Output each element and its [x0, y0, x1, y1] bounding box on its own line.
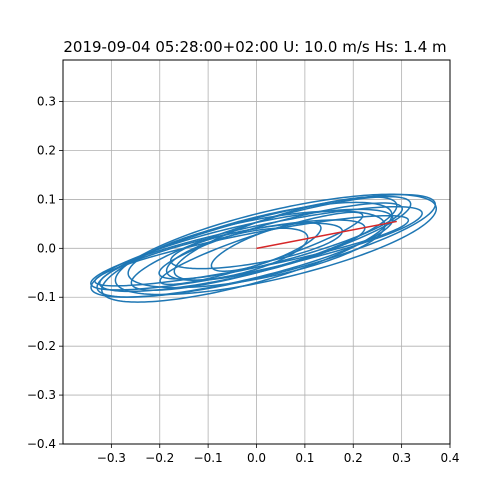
x-tick-label: −0.2	[145, 451, 174, 465]
y-tick-label: −0.1	[27, 290, 56, 304]
orbit-trace	[127, 210, 386, 289]
orbit-trace	[158, 202, 404, 280]
x-tick-label: 0.2	[344, 451, 363, 465]
x-tick-label: −0.3	[97, 451, 126, 465]
x-tick-label: −0.1	[194, 451, 223, 465]
x-tick-label: 0.4	[440, 451, 459, 465]
y-tick-label: −0.4	[27, 437, 56, 451]
axis-ticks: −0.3 −0.2 −0.1 0.0 0.1 0.2 0.3 0.4 −0.4 −0.3 −0.2 −…	[27, 95, 460, 465]
y-tick-label: 0.1	[37, 192, 56, 206]
orbit-trace	[173, 196, 398, 281]
x-tick-label: 0.3	[392, 451, 411, 465]
chart-title: 2019-09-04 05:28:00+02:00 U: 10.0 m/s Hs…	[63, 38, 446, 56]
orbit-trace	[210, 221, 322, 272]
orbit-trace	[90, 205, 423, 291]
y-tick-label: 0.2	[37, 143, 56, 157]
y-tick-label: −0.3	[27, 388, 56, 402]
y-tick-label: 0.0	[37, 241, 56, 255]
orbit-trace	[159, 211, 364, 286]
y-tick-label: −0.2	[27, 339, 56, 353]
x-tick-label: 0.0	[247, 451, 266, 465]
plot-area	[90, 193, 438, 303]
orbit-trace	[165, 227, 309, 281]
grid	[63, 60, 451, 445]
y-tick-label: 0.3	[37, 95, 56, 109]
x-tick-label: 0.1	[295, 451, 314, 465]
orbit-trace	[114, 193, 438, 296]
mean-direction-line	[256, 220, 397, 250]
